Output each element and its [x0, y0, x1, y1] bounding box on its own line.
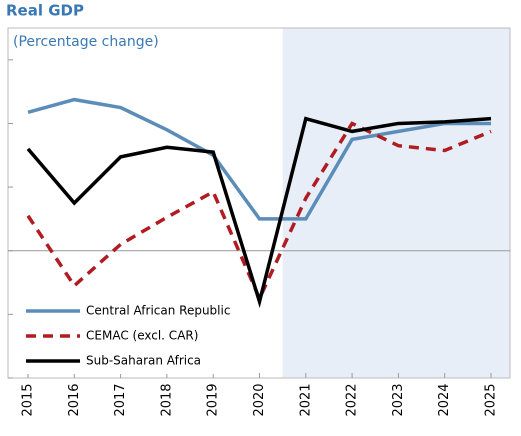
chart-title: Real GDP	[6, 2, 84, 20]
legend: Central African Republic CEMAC (excl. CAR…	[18, 298, 232, 374]
x-tick-label: 2022	[345, 383, 360, 416]
series-line	[27, 97, 491, 221]
x-tick-label: 2018	[159, 383, 174, 416]
series-line	[26, 116, 492, 309]
legend-label: CEMAC (excl. CAR)	[86, 329, 198, 343]
x-tick-label: 2019	[206, 383, 221, 416]
x-tick-label: 2016	[67, 383, 82, 416]
x-tick-label: 2024	[437, 383, 452, 416]
x-tick-label: 2017	[113, 383, 128, 416]
legend-label: Sub-Saharan Africa	[86, 354, 201, 368]
x-tick-label: 2020	[252, 383, 267, 416]
x-tick-label: 2023	[391, 383, 406, 416]
x-tick-label: 2021	[298, 383, 313, 416]
x-tick-label: 2025	[484, 383, 499, 416]
x-tick-label: 2015	[21, 383, 36, 416]
projection-shade	[282, 28, 510, 378]
subtitle: (Percentage change)	[13, 34, 159, 50]
series-line	[26, 121, 492, 303]
legend-label: Central African Republic	[86, 304, 230, 318]
